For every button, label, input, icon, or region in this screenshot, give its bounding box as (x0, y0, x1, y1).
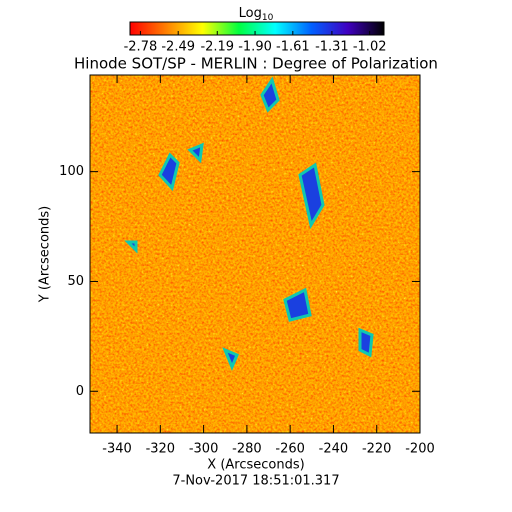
x-tick-label: -220 (362, 442, 392, 457)
image-texture (90, 75, 420, 433)
x-tick-label: -200 (405, 442, 435, 457)
y-axis-label: Y (Arcseconds) (38, 206, 53, 303)
x-tick-label: -320 (146, 442, 176, 457)
x-tick-label: -280 (232, 442, 262, 457)
colorbar-label: Log10 (239, 6, 274, 23)
colorbar-tick-label: -1.90 (238, 40, 272, 55)
y-tick-label: 50 (67, 274, 84, 289)
x-tick-label: -240 (319, 442, 349, 457)
low-value-patches (124, 76, 374, 371)
chart-title: Hinode SOT/SP - MERLIN : Degree of Polar… (74, 55, 438, 73)
x-tick-label: -340 (102, 442, 132, 457)
colorbar-label-base: Log (239, 6, 262, 21)
y-tick-label: 0 (76, 384, 84, 399)
y-tick-label: 100 (59, 164, 84, 179)
x-tick-label: -260 (275, 442, 305, 457)
colorbar-tick-label: -1.61 (276, 40, 310, 55)
colorbar-tick-label: -2.19 (200, 40, 234, 55)
colorbar-label-sub: 10 (262, 13, 274, 23)
colorbar-tick-label: -1.31 (315, 40, 349, 55)
footer-date: 7-Nov-2017 18:51:01.317 (172, 474, 339, 489)
colorbar (129, 21, 385, 36)
colorbar-tick-label: -2.49 (161, 40, 195, 55)
x-axis-label: X (Arcseconds) (207, 458, 304, 473)
colorbar-tick-label: -1.02 (353, 40, 387, 55)
plot-frame (89, 74, 421, 434)
colorbar-tick-label: -2.78 (124, 40, 158, 55)
x-tick-label: -300 (189, 442, 219, 457)
